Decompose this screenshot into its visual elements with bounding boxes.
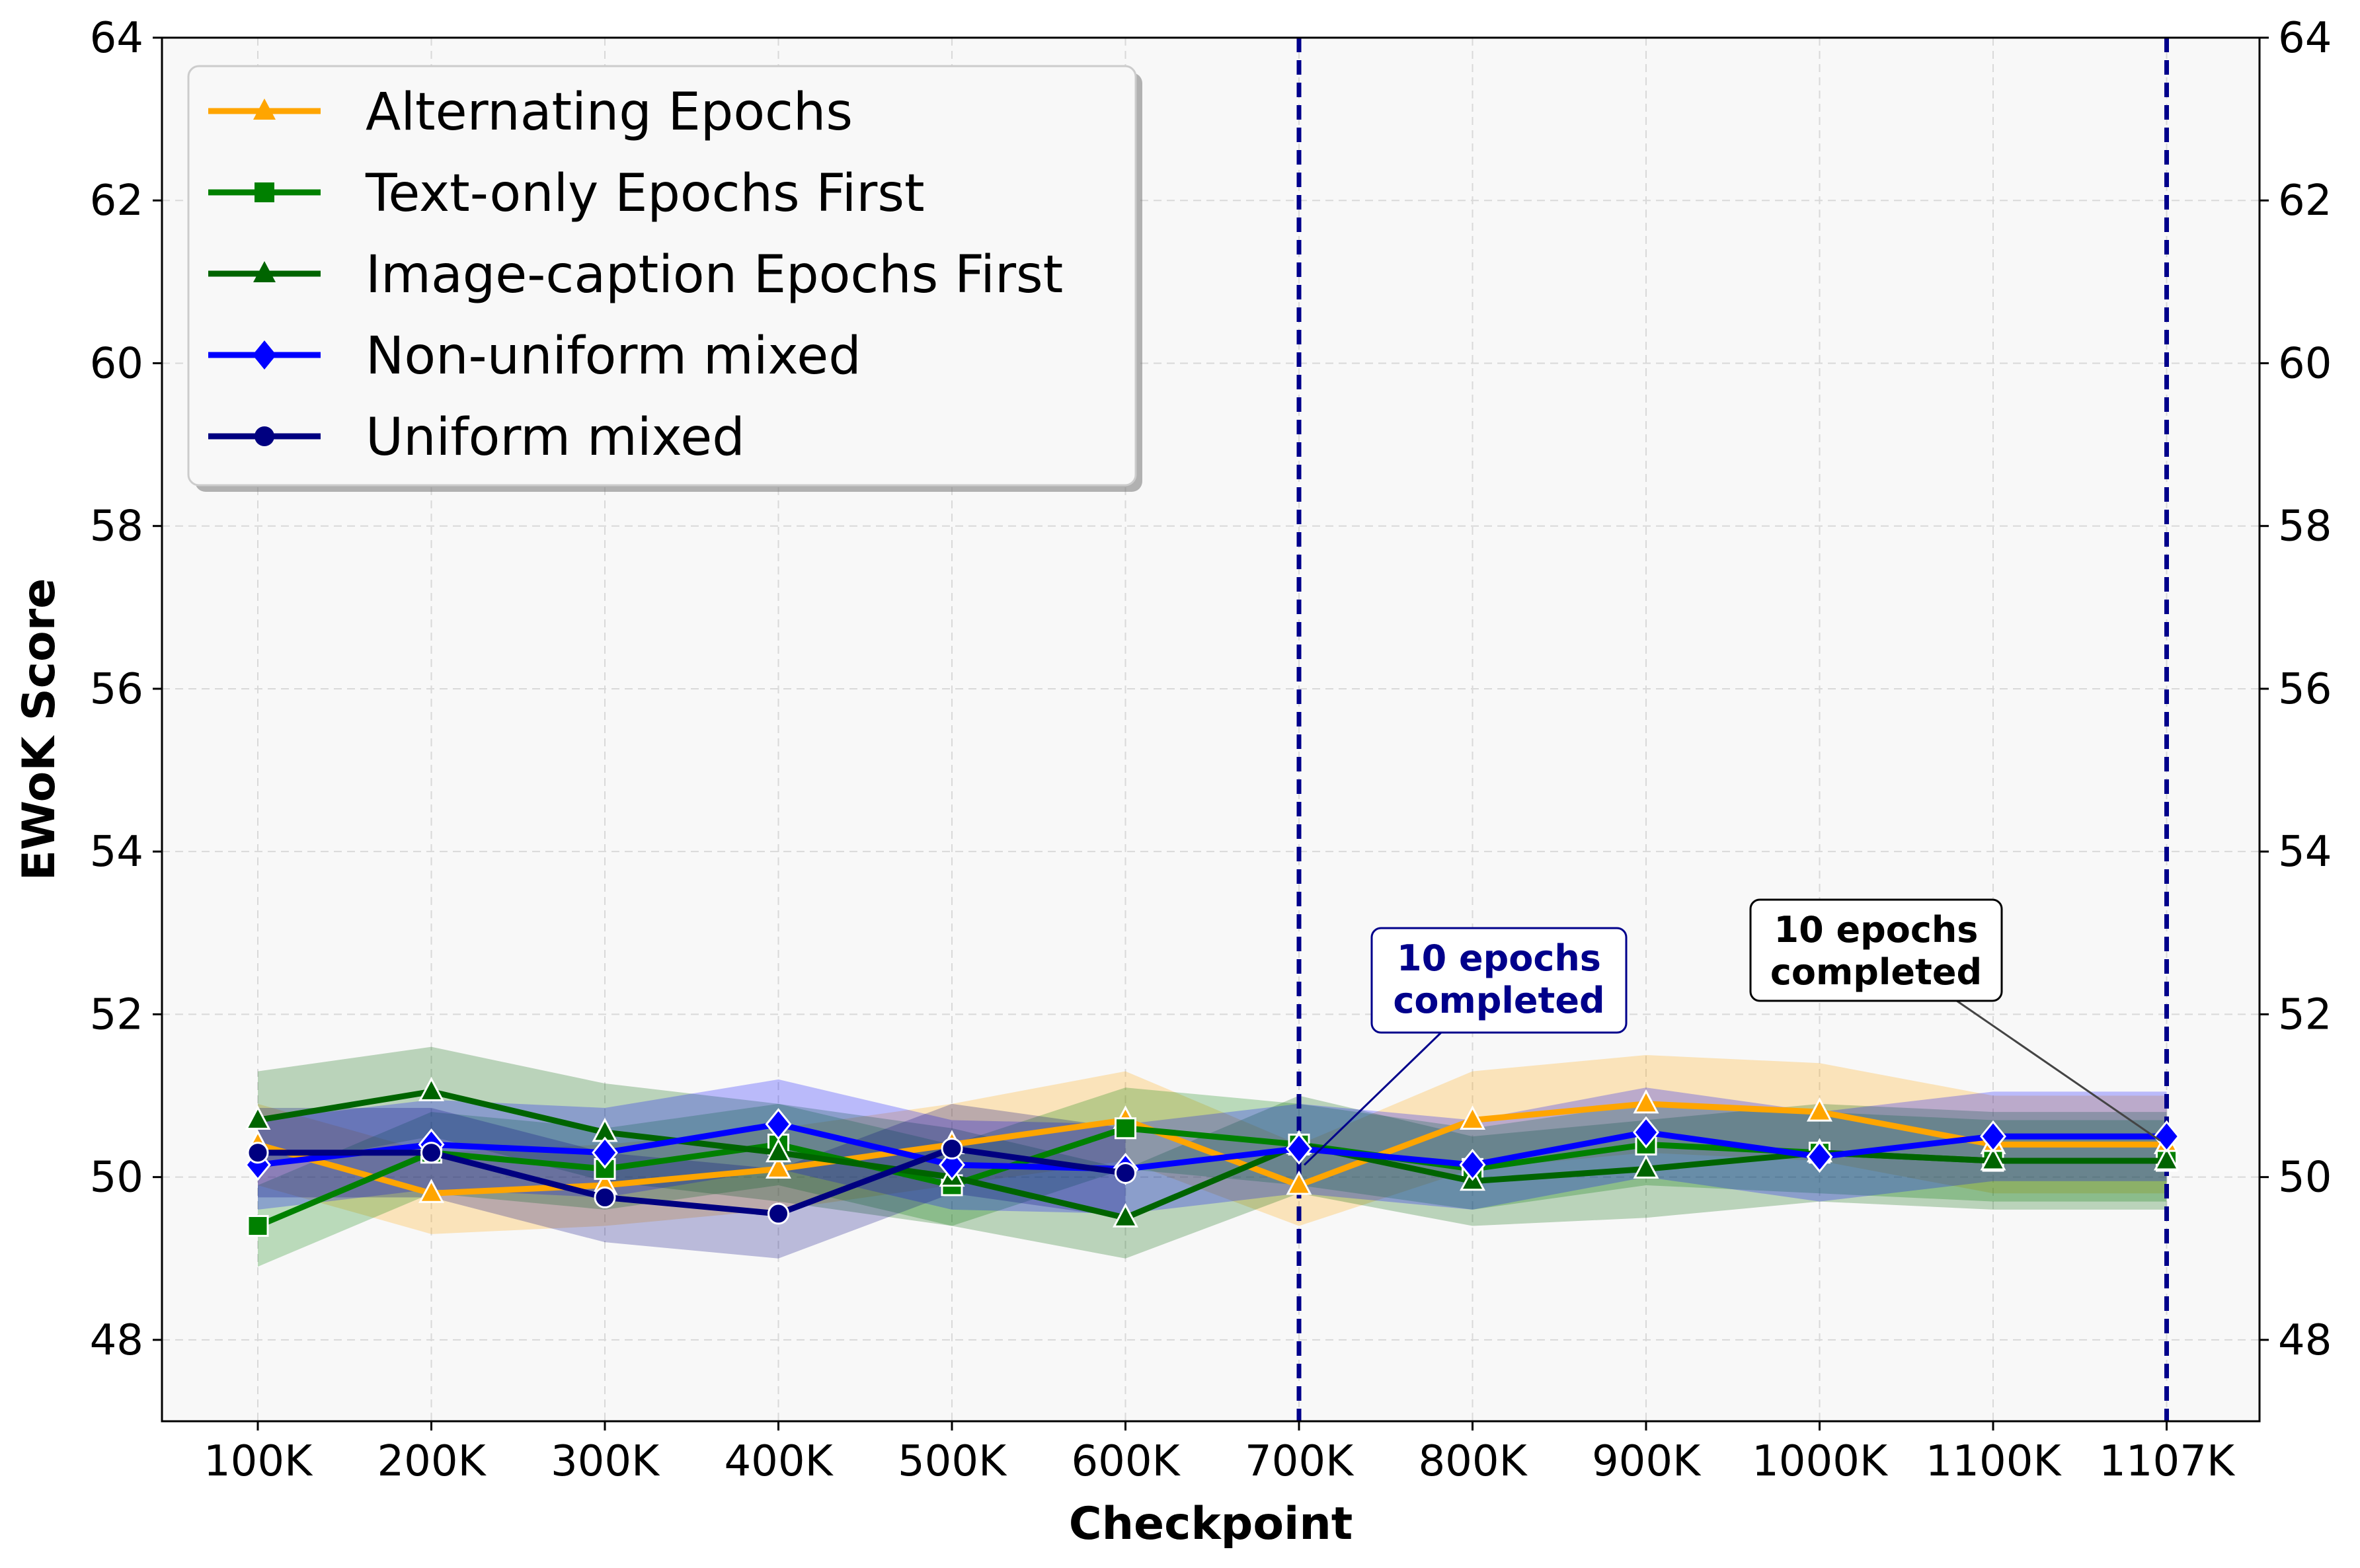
point-uniform-mixed xyxy=(767,1202,789,1225)
y-tick-label-right: 60 xyxy=(2278,339,2332,388)
point-non-uniform-mixed xyxy=(2153,1120,2180,1153)
point-non-uniform-mixed xyxy=(1980,1120,2006,1153)
annotation-line1: 10 epochs xyxy=(1397,937,1601,979)
series-uniform-mixed xyxy=(247,1138,1136,1225)
y-tick-label-right: 52 xyxy=(2278,990,2332,1039)
point-non-uniform-mixed xyxy=(1286,1132,1312,1165)
y-tick-label-right: 54 xyxy=(2278,828,2332,877)
point-non-uniform-mixed xyxy=(765,1108,792,1140)
annotation-line1: 10 epochs xyxy=(1774,909,1979,951)
line-non-uniform-mixed xyxy=(257,1121,2167,1172)
annotation-box xyxy=(1749,898,2003,1002)
legend-marker-text-only-epochs-first xyxy=(255,182,274,202)
line-alternating-epochs xyxy=(256,1101,2167,1196)
point-image-caption-epochs-first xyxy=(1113,1203,1138,1228)
point-image-caption-epochs-first xyxy=(1633,1154,1659,1179)
point-alternating-epochs xyxy=(418,1179,444,1203)
annotation-arrow xyxy=(1956,1000,2161,1142)
legend: Alternating Epochs Text-only Epochs First… xyxy=(187,65,1142,492)
point-non-uniform-mixed xyxy=(1633,1116,1659,1149)
band-non-uniform-mixed xyxy=(258,1079,2167,1214)
point-image-caption-epochs-first xyxy=(1980,1146,2006,1171)
y-tick-label-left: 50 xyxy=(90,1154,143,1202)
y-tick-label-right: 50 xyxy=(2278,1154,2332,1202)
y-tick-label-left: 52 xyxy=(90,990,143,1039)
annotation-line2: completed xyxy=(1393,980,1604,1021)
y-tick-label-right: 62 xyxy=(2278,176,2332,225)
legend-label-uniform-mixed: Uniform mixed xyxy=(366,408,745,467)
x-tick-label: 700K xyxy=(1245,1437,1355,1486)
legend-marker-image-caption-epochs-first xyxy=(253,261,276,282)
x-tick-label: 900K xyxy=(1592,1437,1702,1486)
legend-label-non-uniform-mixed: Non-uniform mixed xyxy=(366,327,861,386)
y-tick-label-right: 48 xyxy=(2278,1316,2332,1365)
x-tick-label: 1000K xyxy=(1752,1437,1889,1486)
legend-marker-non-uniform-mixed xyxy=(253,340,276,370)
x-tick-label: 200K xyxy=(377,1437,487,1486)
point-image-caption-epochs-first xyxy=(418,1077,444,1101)
axes-frame xyxy=(161,36,2261,1423)
x-tick-label: 800K xyxy=(1418,1437,1528,1486)
annotation-arrow xyxy=(1303,1031,1442,1166)
x-tick-label: 100K xyxy=(204,1437,313,1486)
y-tick-label-left: 64 xyxy=(90,14,143,63)
point-non-uniform-mixed xyxy=(1459,1148,1486,1181)
legend-label-alternating-epochs: Alternating Epochs xyxy=(366,83,853,142)
point-text-only-epochs-first xyxy=(1115,1117,1136,1140)
point-uniform-mixed xyxy=(247,1142,269,1164)
y-tick-label-left: 62 xyxy=(90,176,143,225)
legend-marker-uniform-mixed xyxy=(255,426,274,446)
line-uniform-mixed xyxy=(258,1146,1126,1217)
point-alternating-epochs xyxy=(766,1154,791,1179)
point-text-only-epochs-first xyxy=(247,1215,269,1237)
point-uniform-mixed xyxy=(594,1186,616,1208)
x-tick-label: 300K xyxy=(551,1437,660,1486)
legend-label-text-only-epochs-first: Text-only Epochs First xyxy=(365,164,925,223)
y-tick-label-left: 58 xyxy=(90,502,143,551)
annotation-line2: completed xyxy=(1770,951,1982,993)
band-uniform-mixed xyxy=(258,1103,1126,1259)
annotation-box xyxy=(1370,927,1628,1034)
legend-box xyxy=(187,65,1137,487)
x-tick-label: 600K xyxy=(1071,1437,1181,1486)
x-tick-label: 1100K xyxy=(1926,1437,2063,1486)
point-alternating-epochs xyxy=(1633,1089,1659,1114)
y-tick-label-left: 48 xyxy=(90,1316,143,1365)
point-alternating-epochs xyxy=(1286,1170,1312,1195)
legend-label-image-caption-epochs-first: Image-caption Epochs First xyxy=(366,245,1063,305)
y-axis: 48 48 50 50 52 52 54 54 56 56 58 58 60 60 62 62 64 64 xyxy=(90,14,2332,1365)
y-axis-title: EWoK Score xyxy=(13,578,65,881)
point-image-caption-epochs-first xyxy=(245,1105,271,1130)
x-tick-label: 500K xyxy=(898,1437,1007,1486)
y-tick-label-right: 56 xyxy=(2278,665,2332,714)
y-tick-label-left: 56 xyxy=(90,665,143,714)
point-image-caption-epochs-first xyxy=(766,1138,791,1163)
point-image-caption-epochs-first xyxy=(2154,1146,2180,1171)
point-alternating-epochs xyxy=(1807,1097,1832,1122)
point-uniform-mixed xyxy=(941,1138,963,1160)
y-tick-label-left: 60 xyxy=(90,339,143,388)
y-tick-label-left: 54 xyxy=(90,828,143,877)
x-axis-title: Checkpoint xyxy=(1069,1498,1353,1550)
point-non-uniform-mixed xyxy=(1806,1140,1833,1173)
point-uniform-mixed xyxy=(420,1142,442,1164)
point-non-uniform-mixed xyxy=(592,1136,618,1169)
band-alternating-epochs xyxy=(258,1054,2167,1234)
point-alternating-epochs xyxy=(1460,1105,1485,1130)
y-tick-label-right: 58 xyxy=(2278,502,2332,551)
y-tick-label-right: 64 xyxy=(2278,14,2332,63)
x-tick-label: 1107K xyxy=(2099,1437,2236,1486)
x-axis: 100K 200K 300K 400K 500K 600K 700K 800K 900K 1000… xyxy=(204,1421,2236,1486)
x-tick-label: 400K xyxy=(724,1437,834,1486)
point-uniform-mixed xyxy=(1115,1161,1136,1184)
legend-marker-alternating-epochs xyxy=(253,98,276,120)
